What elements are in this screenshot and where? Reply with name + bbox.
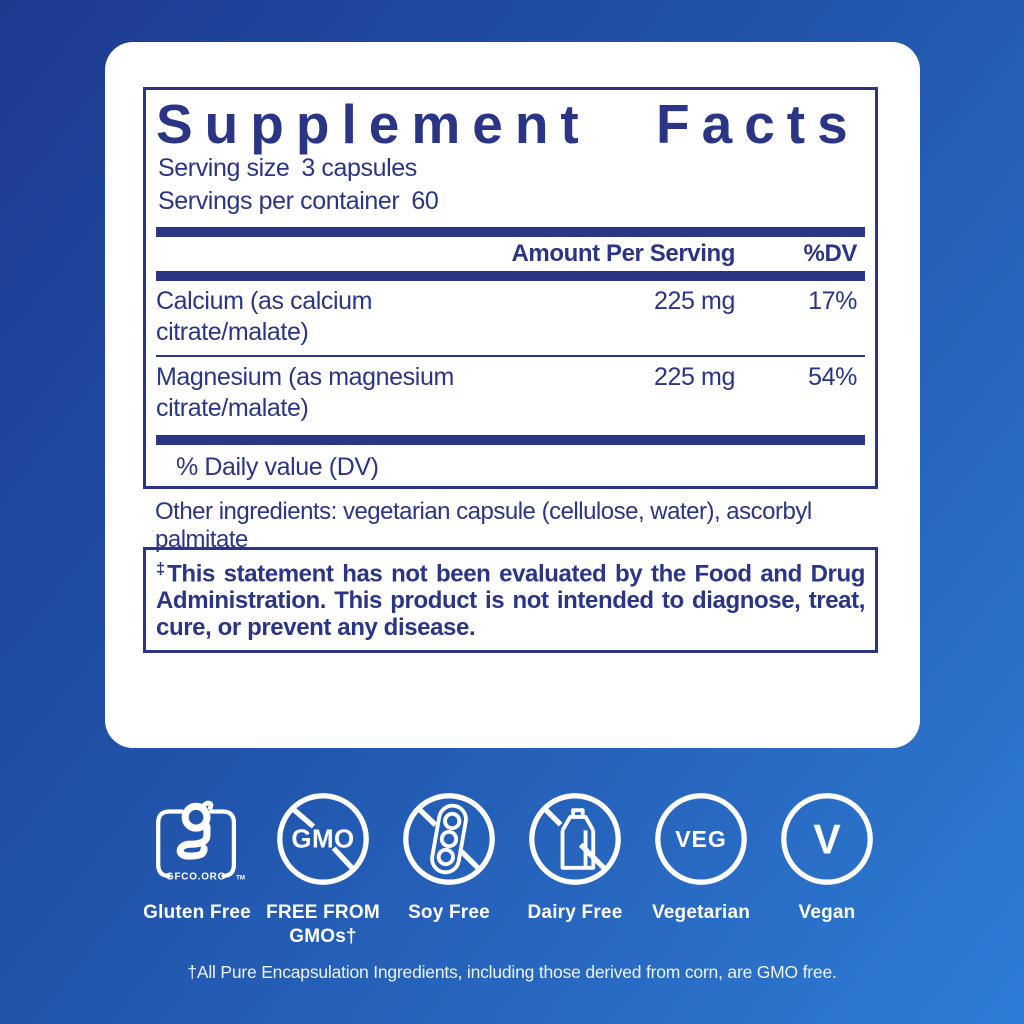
table-row-calcium: Calcium (as calcium citrate/malate) 225 … [146, 281, 875, 355]
divider-bar [156, 435, 865, 445]
badge-dairy-free: Dairy Free [516, 790, 634, 949]
badge-label: Soy Free [408, 902, 490, 923]
vegetarian-icon: VEG [642, 790, 760, 888]
vegan-icon: V [768, 790, 886, 888]
badge-soy-free: Soy Free [390, 790, 508, 949]
gmo-footnote: †All Pure Encapsulation Ingredients, inc… [187, 962, 837, 982]
veg-text: VEG [675, 826, 727, 852]
no-soy-icon [390, 790, 508, 888]
double-dagger-mark: ‡ [156, 560, 168, 578]
badge-vegan: V Vegan [768, 790, 886, 949]
amount-per-serving-header: Amount Per Serving [511, 240, 735, 267]
gmo-text: GMO [291, 826, 354, 854]
gfco-gluten-free-logo-icon: GFCO.ORG TM [138, 790, 256, 888]
dv-header: %DV [803, 240, 858, 267]
badge-label: Gluten Free [143, 902, 251, 923]
divider-bar [156, 271, 865, 281]
badge-gmo-free: GMO FREE FROM GMOs† [264, 790, 382, 949]
divider-bar [156, 227, 865, 237]
badge-vegetarian: VEG Vegetarian [642, 790, 760, 949]
serving-size-label: Serving size [158, 154, 290, 182]
badge-label: Dairy Free [527, 902, 623, 923]
nutrient-amount: 225 mg [654, 363, 735, 391]
supplement-facts-panel: Supplement Facts Serving size 3 capsules … [143, 87, 878, 489]
fda-disclaimer-text: This statement has not been evaluated by… [156, 560, 865, 642]
servings-label: Servings per container [158, 187, 400, 215]
row-divider [156, 355, 865, 357]
v-text: V [813, 816, 841, 862]
serving-size-row: Serving size 3 capsules [158, 152, 875, 185]
fda-disclaimer-box: ‡This statement has not been evaluated b… [143, 547, 878, 654]
daily-value-footnote: % Daily value (DV) [176, 453, 379, 481]
trademark-text: TM [236, 875, 245, 882]
table-row-magnesium: Magnesium (as magnesium citrate/malate) … [146, 357, 875, 431]
servings-value: 60 [411, 187, 439, 215]
supplement-label-card: Supplement Facts Serving size 3 capsules … [105, 42, 920, 748]
no-gmo-icon: GMO [264, 790, 382, 888]
servings-per-container-row: Servings per container 60 [158, 185, 875, 218]
nutrient-amount: 225 mg [654, 287, 735, 315]
badge-label: Vegetarian [651, 902, 751, 923]
badge-label: FREE FROM GMOs† [266, 902, 380, 947]
no-dairy-icon [516, 790, 634, 888]
nutrient-name: Magnesium (as magnesium citrate/malate) [156, 363, 454, 422]
table-header-row: Amount Per Serving %DV [146, 237, 875, 271]
certification-badges-row: GFCO.ORG TM Gluten Free GMO FREE FROM GM… [0, 790, 1024, 949]
serving-size-value: 3 capsules [301, 154, 417, 182]
panel-title: Supplement Facts [156, 93, 860, 155]
nutrient-dv: 17% [808, 287, 857, 315]
nutrient-name: Calcium (as calcium citrate/malate) [156, 287, 373, 346]
badge-gluten-free: GFCO.ORG TM Gluten Free [138, 790, 256, 949]
gfco-org-text: GFCO.ORG [166, 872, 226, 883]
nutrient-dv: 54% [808, 363, 857, 391]
badge-label: Vegan [798, 902, 856, 923]
other-ingredients: Other ingredients: vegetarian capsule (c… [155, 498, 812, 553]
